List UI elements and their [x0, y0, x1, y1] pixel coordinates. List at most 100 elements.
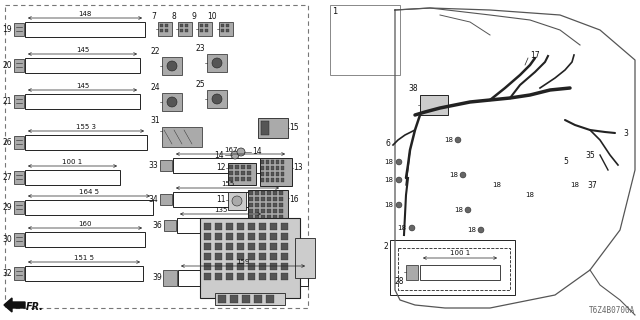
- Circle shape: [231, 151, 239, 159]
- Bar: [261, 191, 265, 195]
- Bar: [229, 177, 233, 181]
- Bar: [255, 215, 259, 219]
- Bar: [25, 94, 140, 109]
- Bar: [276, 160, 279, 164]
- Text: 18: 18: [493, 182, 502, 188]
- Bar: [178, 270, 308, 286]
- Bar: [241, 165, 245, 169]
- Bar: [267, 209, 271, 213]
- Bar: [248, 243, 255, 250]
- Text: 13: 13: [293, 164, 303, 172]
- Bar: [25, 58, 140, 73]
- Bar: [255, 203, 259, 207]
- Text: 22: 22: [150, 47, 160, 56]
- Text: 38: 38: [408, 84, 418, 93]
- Circle shape: [232, 196, 242, 206]
- Bar: [226, 263, 233, 270]
- Bar: [158, 22, 172, 36]
- Bar: [164, 220, 176, 231]
- Bar: [261, 209, 265, 213]
- Bar: [261, 121, 269, 135]
- Text: 18: 18: [384, 202, 393, 208]
- Text: 18: 18: [384, 159, 393, 165]
- Text: 164 5: 164 5: [79, 189, 99, 195]
- Bar: [237, 263, 244, 270]
- Bar: [237, 253, 244, 260]
- Text: 9: 9: [191, 12, 196, 21]
- Bar: [255, 197, 259, 201]
- Bar: [25, 135, 147, 150]
- Bar: [281, 178, 284, 182]
- Bar: [235, 165, 239, 169]
- Bar: [25, 232, 145, 247]
- Bar: [25, 266, 143, 281]
- Bar: [215, 223, 222, 230]
- Bar: [228, 163, 256, 185]
- Bar: [237, 243, 244, 250]
- Bar: [226, 24, 229, 27]
- Bar: [398, 248, 510, 290]
- Text: 18: 18: [467, 227, 476, 233]
- Text: 145: 145: [76, 83, 89, 89]
- Bar: [390, 240, 515, 295]
- Bar: [14, 23, 24, 36]
- Bar: [273, 215, 277, 219]
- Bar: [266, 178, 269, 182]
- Text: 7: 7: [151, 12, 156, 21]
- Text: 12: 12: [216, 163, 226, 172]
- Text: 39: 39: [152, 274, 162, 283]
- Bar: [266, 172, 269, 176]
- Text: 14: 14: [214, 150, 224, 159]
- Text: 19: 19: [3, 25, 12, 34]
- Circle shape: [396, 177, 402, 183]
- Circle shape: [465, 207, 471, 213]
- Bar: [276, 172, 279, 176]
- Bar: [276, 166, 279, 170]
- Bar: [204, 243, 211, 250]
- Bar: [204, 223, 211, 230]
- Bar: [270, 243, 277, 250]
- Text: 33: 33: [148, 161, 158, 170]
- Bar: [261, 215, 265, 219]
- Bar: [198, 22, 212, 36]
- Bar: [235, 171, 239, 175]
- Bar: [221, 24, 224, 27]
- Circle shape: [237, 148, 245, 156]
- Bar: [180, 24, 183, 27]
- Text: 145: 145: [76, 47, 89, 53]
- Bar: [330, 5, 400, 75]
- Bar: [25, 170, 120, 185]
- Bar: [267, 215, 271, 219]
- Bar: [207, 54, 227, 72]
- Circle shape: [212, 94, 222, 104]
- Bar: [281, 160, 284, 164]
- Bar: [279, 203, 283, 207]
- Text: 100 1: 100 1: [62, 159, 83, 165]
- Text: FR.: FR.: [26, 302, 44, 312]
- Text: 11: 11: [216, 196, 226, 204]
- Bar: [215, 243, 222, 250]
- Bar: [255, 209, 259, 213]
- Bar: [266, 166, 269, 170]
- Bar: [163, 270, 177, 286]
- Bar: [215, 293, 285, 305]
- Text: 5: 5: [563, 157, 568, 166]
- Bar: [162, 93, 182, 111]
- Bar: [160, 160, 172, 171]
- Bar: [261, 160, 264, 164]
- Bar: [160, 24, 163, 27]
- Bar: [204, 273, 211, 280]
- Bar: [281, 166, 284, 170]
- Text: 3: 3: [623, 129, 628, 138]
- Bar: [259, 253, 266, 260]
- Bar: [215, 273, 222, 280]
- Bar: [226, 243, 233, 250]
- Bar: [266, 295, 274, 303]
- Bar: [248, 190, 288, 222]
- Bar: [279, 197, 283, 201]
- Bar: [255, 191, 259, 195]
- Bar: [267, 191, 271, 195]
- Bar: [273, 191, 277, 195]
- Text: 18: 18: [444, 137, 453, 143]
- Circle shape: [167, 97, 177, 107]
